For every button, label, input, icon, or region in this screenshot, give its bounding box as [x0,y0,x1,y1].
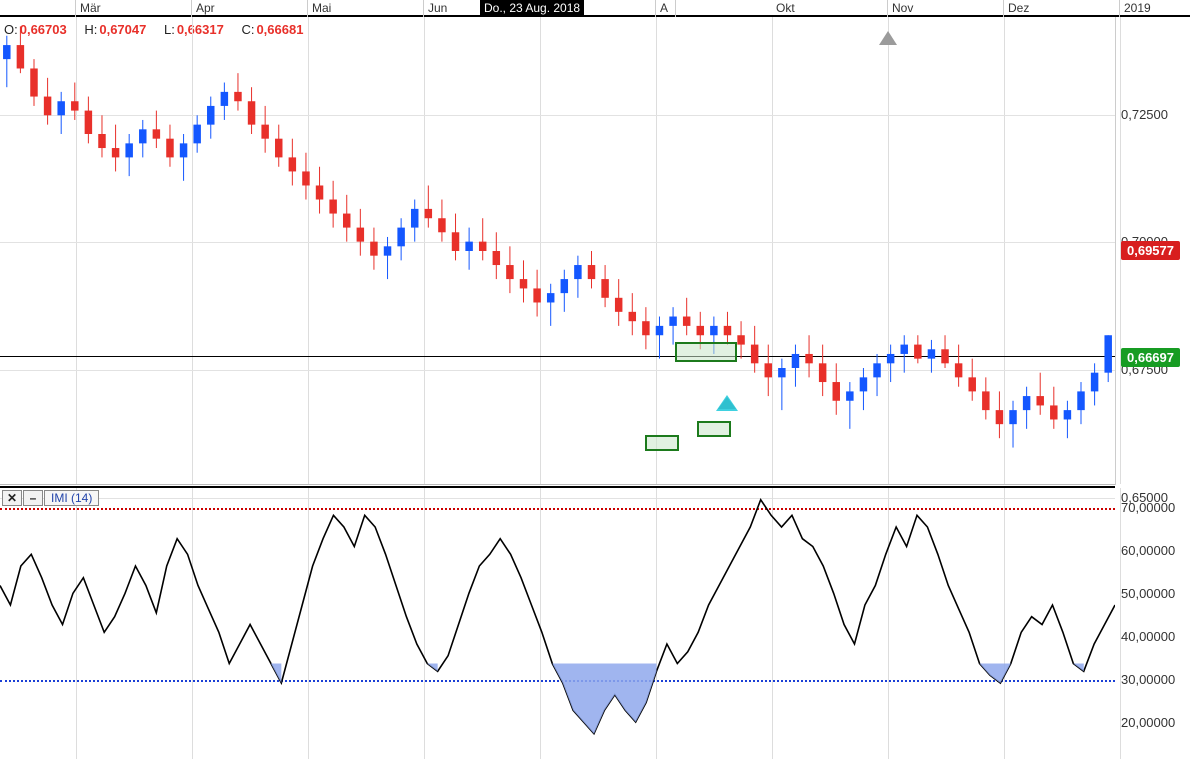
imi-tick-4: 30,00000 [1121,672,1175,687]
month-label-5: A [656,0,676,17]
month-label-7: Nov [888,0,1004,17]
price-tick-0: 0,72500 [1121,107,1168,122]
current-price-badge[interactable]: 0,66697 [1121,348,1180,367]
imi-indicator-pane[interactable]: ✕ – IMI (14) 70,00000 60,00000 50,00000 … [0,486,1115,759]
minimize-indicator-icon[interactable]: – [23,490,43,506]
imi-line-series[interactable] [0,488,1115,759]
imi-tick-3: 40,00000 [1121,629,1175,644]
month-label-0: Mär [76,0,192,17]
month-label-2: Mai [308,0,424,17]
imi-tick-2: 50,00000 [1121,586,1175,601]
close-indicator-icon[interactable]: ✕ [2,490,22,506]
date-highlight-badge[interactable]: Do., 23 Aug. 2018 [480,0,584,17]
month-label-8: Dez [1004,0,1120,17]
imi-tick-5: 20,00000 [1121,715,1175,730]
month-label-9: 2019 [1120,0,1190,17]
imi-tick-0: 70,00000 [1121,500,1175,515]
candlestick-series[interactable] [0,17,1115,485]
resistance-price-badge[interactable]: 0,69577 [1121,241,1180,260]
chart-app: Mär Apr Mai Jun Jul A Do., 23 Aug. 2018 … [0,0,1190,759]
imi-toolbar: ✕ – IMI (14) [2,490,99,506]
imi-indicator-label[interactable]: IMI (14) [44,490,99,506]
month-label-1: Apr [192,0,308,17]
resistance-marker-box-1[interactable] [675,342,737,362]
month-header-row: Mär Apr Mai Jun Jul A Do., 23 Aug. 2018 … [0,0,1190,17]
price-chart-plot[interactable]: 0,72500 0,70000 0,67500 0,65000 0,69577 … [0,17,1115,485]
buy-signal-marker[interactable] [716,395,738,411]
support-marker-box-2[interactable] [697,421,731,437]
month-label-6: Okt [772,0,888,17]
imi-tick-1: 60,00000 [1121,543,1175,558]
support-marker-box-1[interactable] [645,435,679,451]
